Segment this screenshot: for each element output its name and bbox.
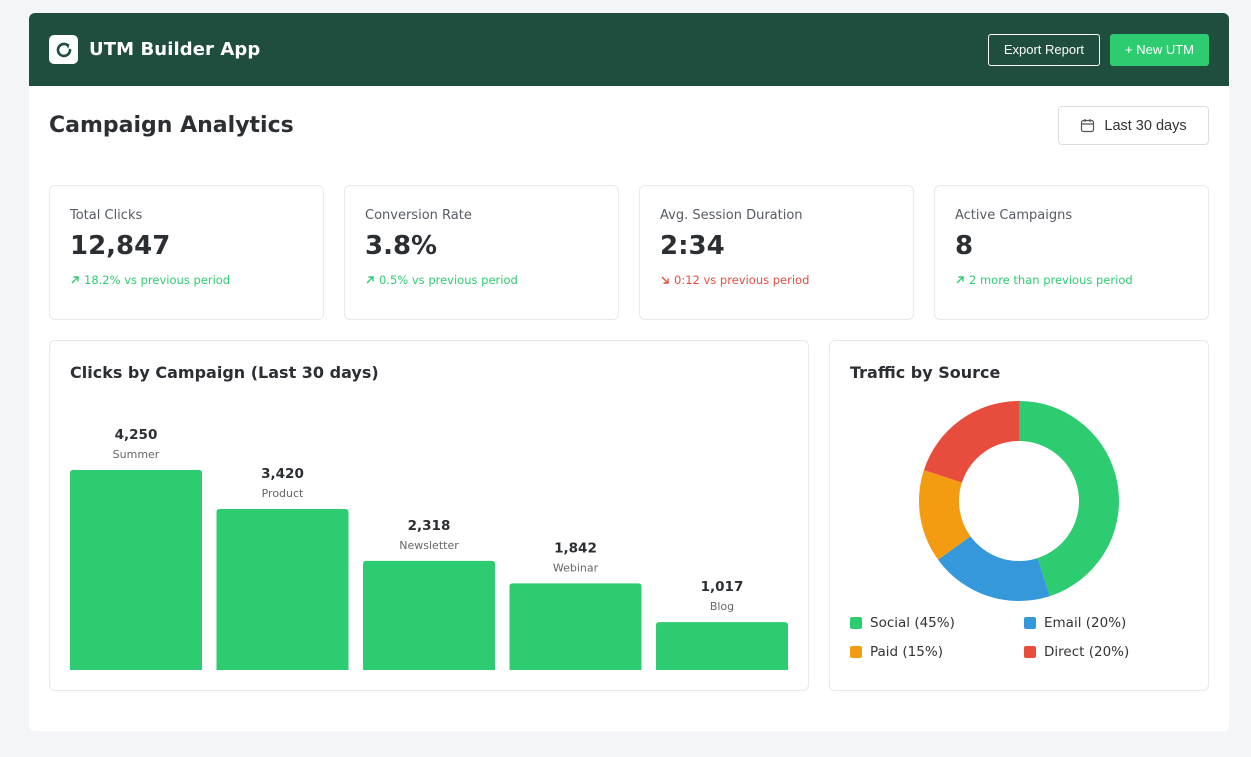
legend-label: Paid (15%) — [870, 644, 943, 660]
stat-change: 0:12 vs previous period — [660, 273, 893, 287]
legend-item-email: Email (20%) — [1024, 615, 1190, 631]
stat-change-text: 0:12 vs previous period — [674, 273, 810, 287]
legend-swatch — [850, 646, 862, 658]
legend-label: Direct (20%) — [1044, 644, 1130, 660]
legend-item-direct: Direct (20%) — [1024, 644, 1190, 660]
donut-slice-paid[interactable] — [919, 470, 971, 560]
bar-value-label: 1,017 — [701, 579, 744, 595]
arrow-up-right-icon — [366, 276, 374, 284]
top-bar: UTM Builder App Export Report + New UTM — [29, 13, 1229, 86]
legend-label: Social (45%) — [870, 615, 955, 631]
refresh-icon — [49, 35, 78, 64]
bar-value-label: 4,250 — [115, 427, 158, 443]
stat-card-total-clicks: Total Clicks 12,847 18.2% vs previous pe… — [49, 185, 324, 320]
traffic-donut-chart — [919, 401, 1119, 601]
stat-value: 3.8% — [365, 231, 438, 261]
app-title: UTM Builder App — [89, 39, 261, 60]
legend-item-paid: Paid (15%) — [850, 644, 1024, 660]
bar-summer[interactable] — [70, 470, 202, 670]
stat-change-text: 2 more than previous period — [969, 273, 1133, 287]
stat-change: 18.2% vs previous period — [70, 273, 303, 287]
clicks-bar-chart: Summer 4,250 Product 3,420 Newsletter 2,318 We… — [70, 427, 788, 670]
page-title: Campaign Analytics — [49, 113, 294, 138]
stat-value: 8 — [955, 231, 974, 261]
brand[interactable]: UTM Builder App — [49, 35, 260, 64]
donut-legend: Social (45%) Email (20%) Paid (15%) Dire… — [850, 615, 1190, 660]
legend-label: Email (20%) — [1044, 615, 1127, 631]
stat-card-active-campaigns: Active Campaigns 8 2 more than previous … — [934, 185, 1209, 320]
bar-value-label: 1,842 — [554, 540, 597, 556]
page-header: Campaign Analytics Last 30 days — [49, 106, 1209, 145]
export-report-button[interactable]: Export Report — [987, 33, 1101, 66]
stat-label: Avg. Session Duration — [660, 208, 803, 223]
stat-label: Conversion Rate — [365, 208, 472, 223]
stat-value: 12,847 — [70, 231, 171, 261]
stat-change: 2 more than previous period — [955, 273, 1188, 287]
date-range-label: Last 30 days — [1104, 117, 1187, 134]
header-actions: Export Report + New UTM — [987, 33, 1209, 66]
stat-label: Active Campaigns — [955, 208, 1073, 223]
bar-category-label: Product — [262, 487, 304, 500]
arrow-up-right-icon — [956, 276, 964, 284]
stat-change-text: 0.5% vs previous period — [379, 273, 518, 287]
stat-change-text: 18.2% vs previous period — [84, 273, 231, 287]
bar-category-label: Blog — [710, 600, 734, 613]
bar-product[interactable] — [216, 509, 349, 670]
stat-change: 0.5% vs previous period — [365, 273, 598, 287]
clicks-by-campaign-panel: Summer 4,250 Product 3,420 Newsletter 2,318 We… — [49, 340, 809, 691]
bar-blog[interactable] — [656, 622, 788, 670]
bar-category-label: Newsletter — [399, 539, 459, 552]
bar-value-label: 3,420 — [261, 466, 304, 482]
donut-slice-social[interactable] — [1019, 401, 1119, 597]
legend-swatch — [1024, 617, 1036, 629]
legend-swatch — [850, 617, 862, 629]
donut-chart-title: Traffic by Source — [850, 363, 1001, 382]
app-window: UTM Builder App Export Report + New UTM … — [29, 13, 1229, 731]
donut-slice-direct[interactable] — [923, 401, 1019, 483]
bar-category-label: Summer — [113, 448, 160, 461]
stats-row: Total Clicks 12,847 18.2% vs previous pe… — [49, 185, 1209, 320]
bar-category-label: Webinar — [553, 561, 599, 574]
bar-newsletter[interactable] — [363, 560, 495, 670]
bar-chart-title: Clicks by Campaign (Last 30 days) — [70, 363, 379, 382]
legend-item-social: Social (45%) — [850, 615, 1024, 631]
bar-webinar[interactable] — [509, 583, 642, 670]
bar-value-label: 2,318 — [408, 518, 451, 534]
stat-label: Total Clicks — [70, 208, 143, 223]
stat-card-conversion-rate: Conversion Rate 3.8% 0.5% vs previous pe… — [344, 185, 619, 320]
stat-value: 2:34 — [660, 231, 725, 261]
arrow-up-right-icon — [71, 276, 79, 284]
date-range-button[interactable]: Last 30 days — [1058, 106, 1209, 145]
stat-card-avg-session-duration: Avg. Session Duration 2:34 0:12 vs previ… — [639, 185, 914, 320]
new-utm-button[interactable]: + New UTM — [1110, 33, 1209, 66]
donut-slice-email[interactable] — [938, 536, 1050, 601]
traffic-by-source-panel: Traffic by Source Social (45%) Email (20… — [829, 340, 1209, 691]
arrow-down-right-icon — [661, 276, 669, 284]
legend-swatch — [1024, 646, 1036, 658]
calendar-icon — [1081, 119, 1095, 133]
